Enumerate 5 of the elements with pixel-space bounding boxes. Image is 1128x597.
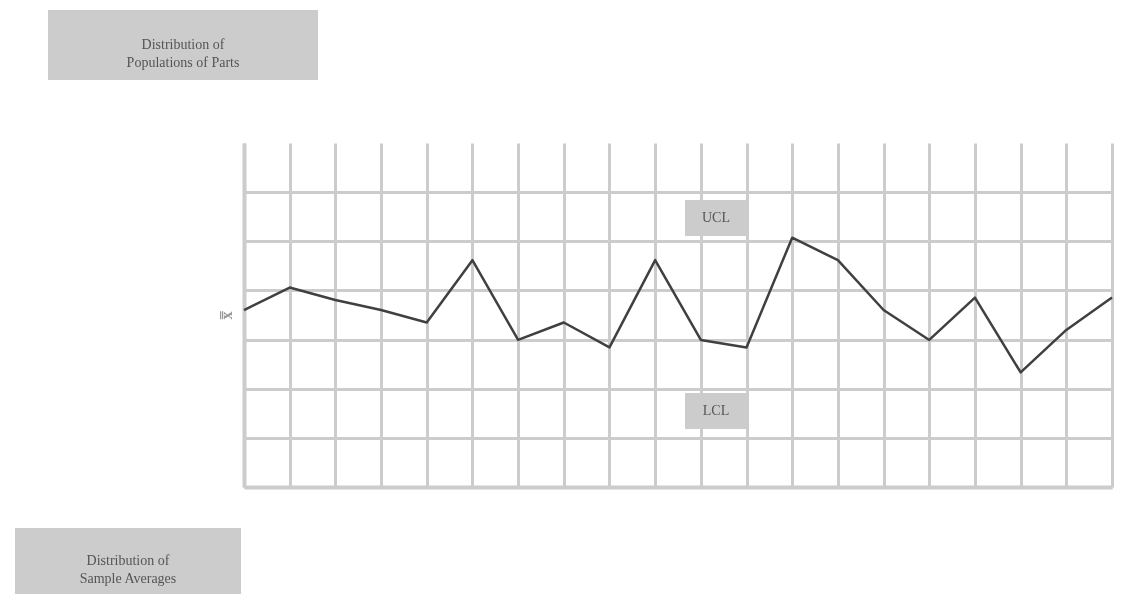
y-axis-title: x̿ — [217, 310, 235, 321]
annotation: LCL — [702, 403, 730, 418]
text: Distribution of Populations of Parts — [126, 37, 240, 70]
text: UCL — [702, 210, 730, 225]
text: Distribution of Sample Averages — [79, 553, 177, 586]
